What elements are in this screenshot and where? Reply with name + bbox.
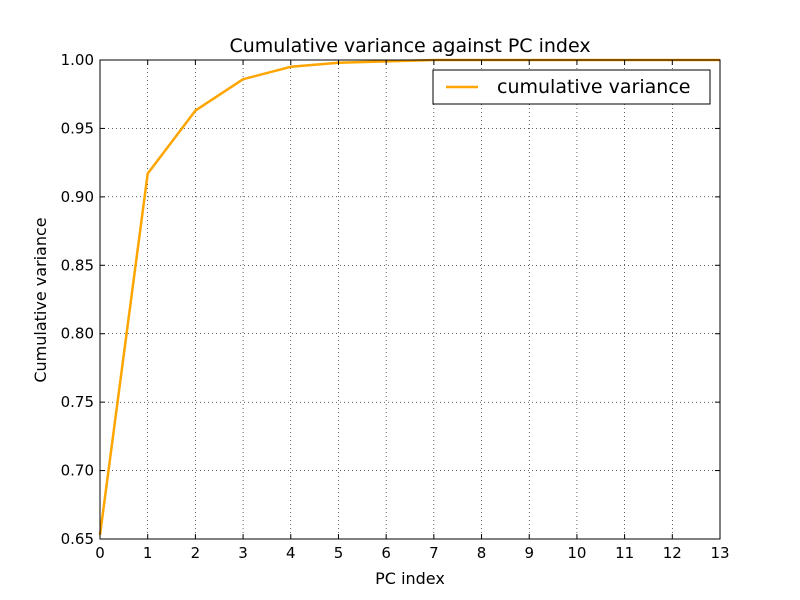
x-tick-label: 4 (286, 544, 296, 562)
x-tick-label: 11 (615, 544, 634, 562)
y-tick-label: 0.80 (61, 325, 94, 343)
x-tick-label: 9 (524, 544, 534, 562)
y-tick-label: 0.75 (61, 393, 94, 411)
series-layer (98, 58, 721, 536)
y-tick-label: 0.90 (61, 188, 94, 206)
grid-layer (100, 60, 720, 539)
y-tick-labels: 0.65 0.70 0.75 0.80 0.85 0.90 0.95 1.00 (61, 51, 94, 548)
x-tick-label: 7 (429, 544, 439, 562)
plot-area-frame (99, 59, 721, 540)
y-tick-label: 0.95 (61, 119, 94, 137)
x-tick-label: 10 (567, 544, 586, 562)
x-tick-labels: 0 1 2 3 4 5 6 7 8 9 10 11 12 13 (95, 544, 729, 562)
y-tick-label: 0.85 (61, 256, 94, 274)
x-tick-label: 1 (143, 544, 153, 562)
x-axis-title: PC index (375, 569, 445, 588)
x-tick-label: 13 (710, 544, 729, 562)
y-tick-label: 0.70 (61, 462, 94, 480)
series-line-cumulative-variance (98, 58, 720, 536)
x-tick-label: 3 (238, 544, 248, 562)
legend-label: cumulative variance (497, 76, 690, 98)
x-tick-label: 6 (381, 544, 391, 562)
x-tick-label: 12 (663, 544, 682, 562)
y-tick-label: 0.65 (61, 530, 94, 548)
legend-box (432, 69, 711, 105)
x-tick-label: 5 (334, 544, 344, 562)
tick-marks (99, 59, 721, 540)
x-tick-label: 0 (95, 544, 105, 562)
y-axis-title: Cumulative variance (31, 217, 50, 382)
y-tick-label: 1.00 (61, 51, 94, 69)
x-tick-label: 2 (191, 544, 201, 562)
x-tick-label: 8 (477, 544, 487, 562)
legend: cumulative variance (432, 69, 711, 105)
chart-title: Cumulative variance against PC index (229, 35, 590, 57)
